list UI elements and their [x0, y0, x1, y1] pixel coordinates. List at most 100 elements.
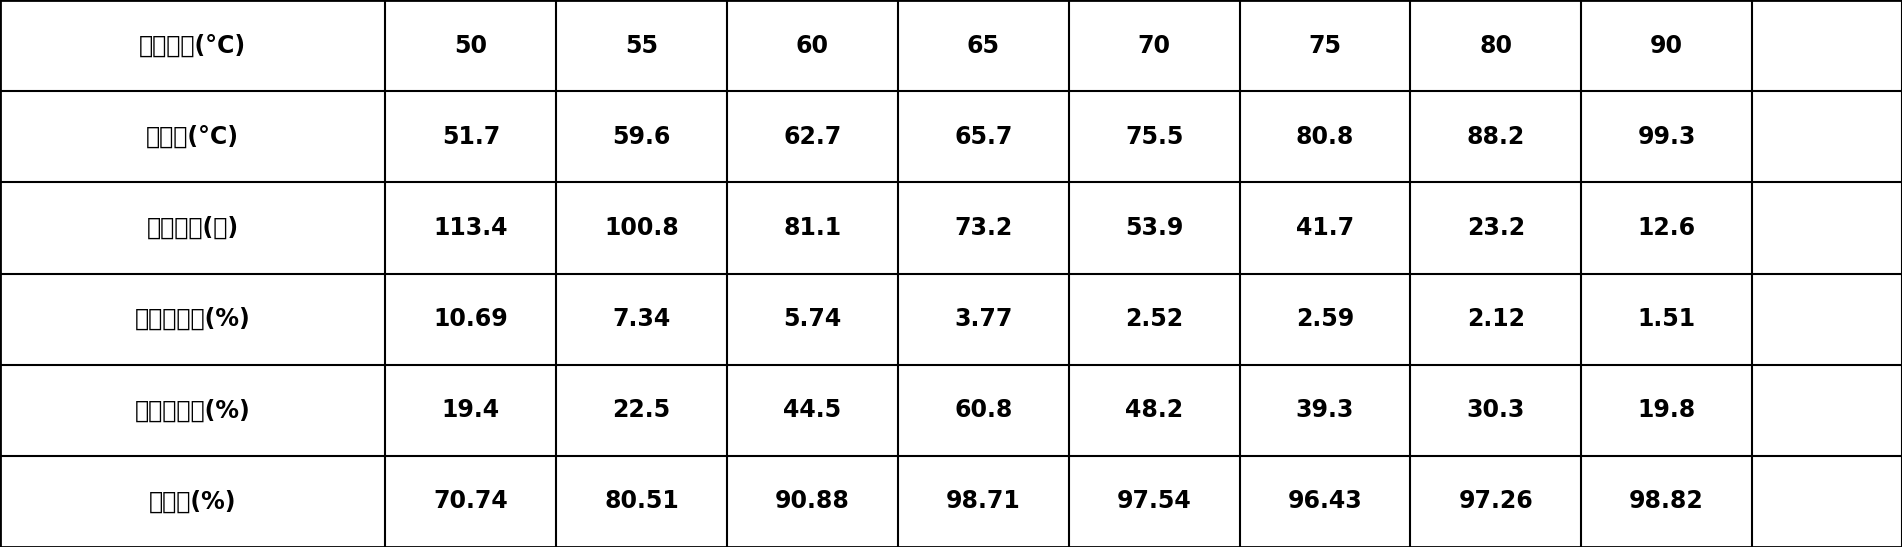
Bar — [0, 91, 386, 182]
Text: 39.3: 39.3 — [1295, 398, 1354, 422]
Text: 113.4: 113.4 — [434, 216, 508, 240]
Text: 7.34: 7.34 — [612, 307, 671, 331]
Bar — [555, 365, 727, 456]
Text: 48.2: 48.2 — [1126, 398, 1183, 422]
Text: 75: 75 — [1309, 33, 1341, 57]
Bar — [555, 274, 727, 365]
Bar — [0, 0, 386, 91]
Bar — [1752, 182, 1902, 274]
Text: 3.77: 3.77 — [955, 307, 1012, 331]
Bar — [386, 0, 555, 91]
Bar — [555, 182, 727, 274]
Bar — [898, 0, 1069, 91]
Bar — [1069, 182, 1240, 274]
Bar — [1411, 456, 1581, 547]
Bar — [1752, 365, 1902, 456]
Bar — [386, 91, 555, 182]
Text: 2.59: 2.59 — [1295, 307, 1354, 331]
Text: 53.9: 53.9 — [1124, 216, 1183, 240]
Bar — [1411, 0, 1581, 91]
Text: 30.3: 30.3 — [1466, 398, 1525, 422]
Bar — [555, 0, 727, 91]
Text: 70.74: 70.74 — [434, 490, 508, 514]
Bar — [0, 182, 386, 274]
Bar — [386, 456, 555, 547]
Text: 44.5: 44.5 — [784, 398, 841, 422]
Text: 98.82: 98.82 — [1630, 490, 1704, 514]
Text: 1.51: 1.51 — [1638, 307, 1697, 331]
Text: 73.2: 73.2 — [955, 216, 1012, 240]
Bar — [898, 182, 1069, 274]
Text: 反应温度(°C): 反应温度(°C) — [139, 33, 245, 57]
Bar — [1581, 182, 1752, 274]
Text: 聚合速度(秒): 聚合速度(秒) — [146, 216, 240, 240]
Text: 70: 70 — [1137, 33, 1170, 57]
Bar — [727, 0, 898, 91]
Text: 96.43: 96.43 — [1288, 490, 1362, 514]
Text: 59.6: 59.6 — [612, 125, 671, 149]
Bar — [727, 182, 898, 274]
Bar — [386, 274, 555, 365]
Bar — [1240, 0, 1411, 91]
Bar — [0, 456, 386, 547]
Text: 65: 65 — [966, 33, 1000, 57]
Text: 97.26: 97.26 — [1459, 490, 1533, 514]
Text: 75.5: 75.5 — [1124, 125, 1183, 149]
Text: 软化点(°C): 软化点(°C) — [146, 125, 240, 149]
Text: 50: 50 — [455, 33, 487, 57]
Bar — [727, 91, 898, 182]
Text: 60.8: 60.8 — [955, 398, 1012, 422]
Bar — [1240, 182, 1411, 274]
Bar — [0, 274, 386, 365]
Bar — [1581, 456, 1752, 547]
Text: 55: 55 — [626, 33, 658, 57]
Bar — [1411, 365, 1581, 456]
Bar — [727, 274, 898, 365]
Text: 80.8: 80.8 — [1295, 125, 1354, 149]
Text: 100.8: 100.8 — [605, 216, 679, 240]
Bar — [1581, 274, 1752, 365]
Bar — [1752, 274, 1902, 365]
Text: 2.52: 2.52 — [1126, 307, 1183, 331]
Bar — [1411, 274, 1581, 365]
Text: 12.6: 12.6 — [1638, 216, 1697, 240]
Text: 10.69: 10.69 — [434, 307, 508, 331]
Text: 19.8: 19.8 — [1638, 398, 1697, 422]
Bar — [898, 365, 1069, 456]
Bar — [386, 182, 555, 274]
Text: 88.2: 88.2 — [1466, 125, 1525, 149]
Bar — [1752, 456, 1902, 547]
Bar — [1240, 91, 1411, 182]
Text: 60: 60 — [795, 33, 829, 57]
Text: 23.2: 23.2 — [1466, 216, 1525, 240]
Text: 97.54: 97.54 — [1116, 490, 1191, 514]
Bar — [0, 365, 386, 456]
Bar — [1581, 365, 1752, 456]
Bar — [727, 456, 898, 547]
Text: 80.51: 80.51 — [605, 490, 679, 514]
Bar — [555, 91, 727, 182]
Bar — [1069, 456, 1240, 547]
Text: 98.71: 98.71 — [945, 490, 1021, 514]
Bar — [1069, 0, 1240, 91]
Text: 51.7: 51.7 — [441, 125, 500, 149]
Bar — [1069, 365, 1240, 456]
Bar — [898, 274, 1069, 365]
Text: 62.7: 62.7 — [784, 125, 841, 149]
Bar — [1581, 91, 1752, 182]
Text: 22.5: 22.5 — [612, 398, 671, 422]
Text: 2.12: 2.12 — [1466, 307, 1525, 331]
Text: 90.88: 90.88 — [774, 490, 850, 514]
Bar — [1752, 0, 1902, 91]
Bar — [1069, 274, 1240, 365]
Text: 固化度(%): 固化度(%) — [148, 490, 236, 514]
Bar — [1581, 0, 1752, 91]
Bar — [555, 456, 727, 547]
Text: 羟甲基含量(%): 羟甲基含量(%) — [135, 398, 251, 422]
Bar — [898, 456, 1069, 547]
Bar — [898, 91, 1069, 182]
Text: 90: 90 — [1651, 33, 1683, 57]
Bar — [1240, 274, 1411, 365]
Bar — [1069, 91, 1240, 182]
Text: 41.7: 41.7 — [1295, 216, 1354, 240]
